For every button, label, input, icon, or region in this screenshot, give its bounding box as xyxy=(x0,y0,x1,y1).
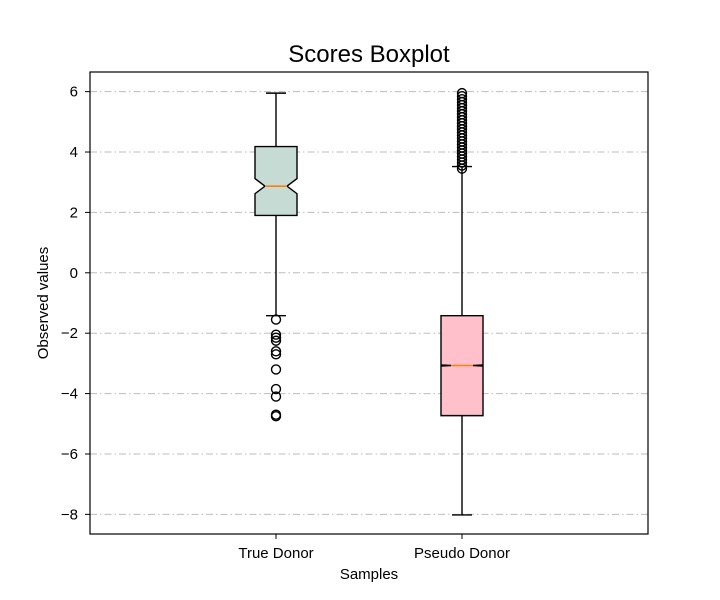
y-tick-label: 6 xyxy=(70,84,78,101)
outlier-point xyxy=(270,332,282,343)
x-tick-label: True Donor xyxy=(238,545,313,562)
x-axis-label: Samples xyxy=(340,566,398,583)
y-tick-label: −4 xyxy=(61,386,78,403)
box-group xyxy=(440,87,484,516)
outlier-point xyxy=(270,364,282,375)
axes: 6 4 2 0 −2 −4 −6 −8 True Donor Pseudo Donor xyxy=(61,84,510,562)
outlier-point xyxy=(270,383,282,395)
outlier-point xyxy=(456,87,468,99)
x-tick-label: Pseudo Donor xyxy=(414,545,510,562)
y-tick-label: 0 xyxy=(70,265,78,282)
y-tick-label: −6 xyxy=(61,446,78,463)
plot-frame xyxy=(89,71,649,535)
outlier-point xyxy=(456,93,468,105)
outlier-point xyxy=(270,314,282,325)
chart-title: Scores Boxplot xyxy=(288,41,450,68)
y-tick-label: −8 xyxy=(61,506,78,523)
y-tick-label: −2 xyxy=(61,325,78,342)
plot-marks xyxy=(254,87,484,516)
y-gridlines xyxy=(90,91,648,515)
outlier-point xyxy=(456,90,468,102)
box-group xyxy=(254,92,298,422)
outlier-point xyxy=(270,335,282,346)
outlier-point xyxy=(270,411,282,422)
y-tick-label: 4 xyxy=(70,144,78,161)
outlier-point xyxy=(270,349,282,360)
outlier-point xyxy=(270,329,282,340)
box-body xyxy=(254,145,298,217)
y-axis-label: Observed values xyxy=(35,247,52,360)
outlier-point xyxy=(270,391,282,402)
y-tick-label: 2 xyxy=(70,204,78,221)
outlier-point xyxy=(270,346,282,357)
